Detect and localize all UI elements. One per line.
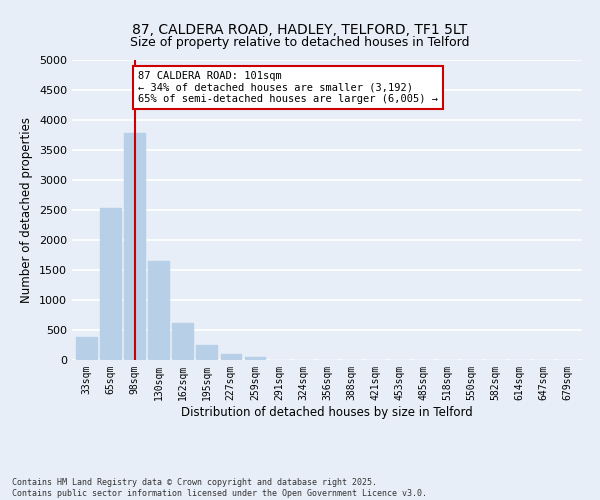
Text: 87 CALDERA ROAD: 101sqm
← 34% of detached houses are smaller (3,192)
65% of semi: 87 CALDERA ROAD: 101sqm ← 34% of detache… xyxy=(138,71,438,104)
Bar xyxy=(221,354,241,360)
Bar xyxy=(172,323,193,360)
Text: 87, CALDERA ROAD, HADLEY, TELFORD, TF1 5LT: 87, CALDERA ROAD, HADLEY, TELFORD, TF1 5… xyxy=(133,22,467,36)
X-axis label: Distribution of detached houses by size in Telford: Distribution of detached houses by size … xyxy=(181,406,473,418)
Bar xyxy=(76,336,97,360)
Text: Contains HM Land Registry data © Crown copyright and database right 2025.
Contai: Contains HM Land Registry data © Crown c… xyxy=(12,478,427,498)
Bar xyxy=(196,345,217,360)
Text: Size of property relative to detached houses in Telford: Size of property relative to detached ho… xyxy=(130,36,470,49)
Bar xyxy=(124,133,145,360)
Y-axis label: Number of detached properties: Number of detached properties xyxy=(20,117,34,303)
Bar xyxy=(148,261,169,360)
Bar xyxy=(100,208,121,360)
Bar xyxy=(245,356,265,360)
